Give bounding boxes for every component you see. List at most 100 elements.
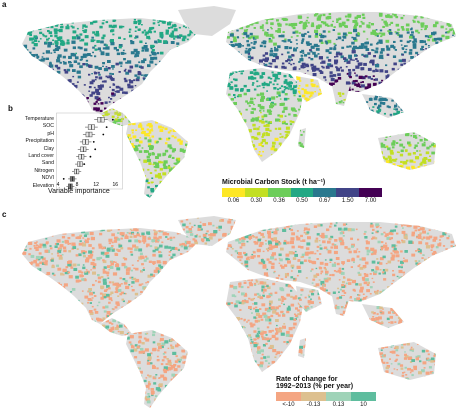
map-cell	[244, 253, 248, 256]
map-cell	[280, 85, 284, 88]
map-cell	[202, 223, 207, 226]
map-cell	[88, 250, 93, 254]
map-cell	[444, 52, 447, 55]
map-cell	[384, 164, 388, 167]
map-cell	[83, 48, 88, 52]
map-cell	[282, 121, 284, 123]
map-cell	[78, 242, 83, 246]
map-cell	[103, 289, 108, 292]
map-cell	[455, 293, 456, 296]
map-cell	[298, 61, 301, 63]
map-cell	[267, 233, 272, 236]
map-cell	[418, 241, 423, 245]
map-cell	[371, 61, 375, 64]
map-cell	[91, 73, 93, 75]
map-cell	[453, 275, 456, 278]
map-cell	[430, 286, 435, 290]
map-cell	[56, 264, 59, 267]
map-cell	[181, 317, 184, 320]
map-cell	[354, 298, 358, 302]
map-cell	[354, 23, 359, 27]
variable-name: Clay	[43, 145, 54, 152]
map-cell	[171, 373, 176, 377]
map-cell	[290, 136, 292, 138]
map-cell	[111, 233, 115, 237]
map-cell	[172, 77, 176, 81]
map-cell	[103, 43, 107, 46]
map-cell	[342, 32, 347, 36]
map-cell	[181, 323, 186, 324]
map-cell	[349, 76, 352, 79]
map-cell	[397, 165, 401, 168]
map-cell	[33, 321, 37, 324]
map-cell	[58, 77, 61, 80]
map-cell	[51, 78, 56, 82]
x-tick-label: 16	[112, 182, 118, 188]
map-cell	[150, 44, 155, 49]
map-cell	[367, 67, 372, 71]
map-cell	[451, 274, 456, 278]
map-cell	[177, 138, 181, 142]
map-cell	[122, 108, 127, 112]
map-cell	[313, 14, 317, 17]
map-cell	[304, 32, 307, 35]
map-cell	[182, 52, 186, 56]
map-cell	[159, 129, 164, 132]
map-cell	[229, 54, 232, 57]
map-cell	[124, 52, 127, 55]
map-cell	[82, 266, 86, 270]
map-cell	[64, 240, 69, 244]
map-cell	[33, 245, 36, 247]
map-cell	[131, 362, 134, 365]
map-cell	[131, 344, 134, 347]
map-cell	[419, 297, 422, 300]
map-cell	[39, 62, 41, 64]
map-cell	[60, 22, 63, 26]
map-cell	[162, 368, 167, 372]
map-cell	[161, 37, 164, 39]
map-cell	[165, 197, 169, 198]
map-cell	[290, 270, 293, 272]
map-cell	[167, 238, 170, 240]
map-cell	[185, 43, 190, 47]
map-cell	[88, 244, 92, 247]
legend-tick-label: 0.36	[273, 198, 285, 204]
map-cell	[292, 31, 296, 34]
map-cell	[403, 62, 406, 65]
map-cell	[135, 297, 138, 300]
map-cell	[194, 315, 197, 318]
map-cell	[390, 84, 395, 88]
map-cell	[62, 231, 67, 235]
map-cell	[335, 102, 338, 105]
map-cell	[118, 44, 123, 47]
map-cell	[237, 265, 241, 268]
map-cell	[409, 49, 413, 52]
map-cell	[271, 36, 275, 39]
map-cell	[365, 278, 369, 282]
map-cell	[382, 83, 386, 87]
map-cell	[105, 325, 110, 329]
map-cell	[362, 30, 366, 33]
map-cell	[163, 88, 166, 91]
map-cell	[319, 224, 323, 227]
map-cell	[357, 82, 360, 85]
map-cell	[284, 136, 287, 139]
map-cell	[79, 274, 84, 278]
map-cell	[430, 284, 433, 286]
map-cell	[132, 321, 136, 324]
map-cell	[165, 363, 168, 366]
map-cell	[43, 89, 48, 94]
map-cell	[453, 254, 456, 257]
map-cell	[160, 110, 164, 113]
map-cell	[134, 145, 138, 149]
map-cell	[120, 291, 124, 295]
map-cell	[183, 392, 186, 395]
map-cell	[433, 72, 438, 76]
map-cell	[250, 118, 255, 122]
map-cell	[362, 293, 365, 295]
map-cell	[71, 317, 75, 321]
map-cell	[107, 315, 109, 317]
map-cell	[136, 232, 139, 234]
map-cell	[448, 226, 453, 231]
map-cell	[263, 40, 266, 43]
